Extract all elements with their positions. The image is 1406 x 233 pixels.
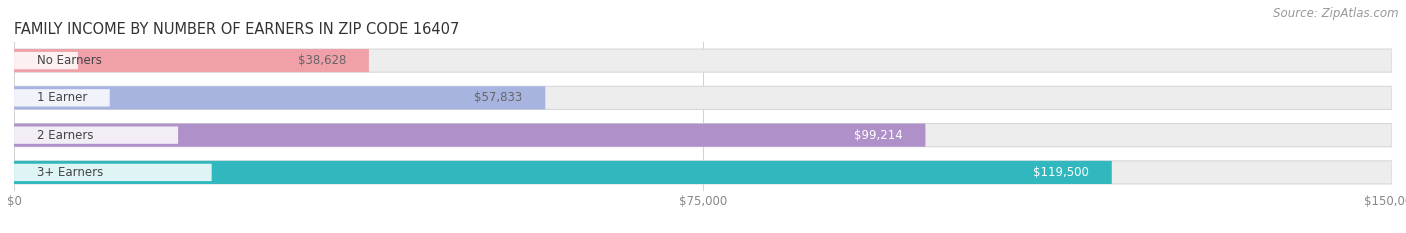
Text: 3+ Earners: 3+ Earners xyxy=(37,166,103,179)
FancyBboxPatch shape xyxy=(14,161,1112,184)
Text: 1 Earner: 1 Earner xyxy=(37,91,87,104)
FancyBboxPatch shape xyxy=(14,86,546,110)
Text: $119,500: $119,500 xyxy=(1033,166,1088,179)
FancyBboxPatch shape xyxy=(14,164,212,181)
Text: $57,833: $57,833 xyxy=(474,91,523,104)
Text: 2 Earners: 2 Earners xyxy=(37,129,94,142)
FancyBboxPatch shape xyxy=(14,49,1392,72)
FancyBboxPatch shape xyxy=(14,123,1392,147)
FancyBboxPatch shape xyxy=(14,52,77,69)
FancyBboxPatch shape xyxy=(14,123,925,147)
Text: $99,214: $99,214 xyxy=(853,129,903,142)
FancyBboxPatch shape xyxy=(14,127,179,144)
Text: $38,628: $38,628 xyxy=(298,54,346,67)
FancyBboxPatch shape xyxy=(14,49,368,72)
FancyBboxPatch shape xyxy=(14,86,1392,110)
Text: FAMILY INCOME BY NUMBER OF EARNERS IN ZIP CODE 16407: FAMILY INCOME BY NUMBER OF EARNERS IN ZI… xyxy=(14,22,460,37)
FancyBboxPatch shape xyxy=(14,161,1392,184)
Text: No Earners: No Earners xyxy=(37,54,101,67)
Text: Source: ZipAtlas.com: Source: ZipAtlas.com xyxy=(1274,7,1399,20)
FancyBboxPatch shape xyxy=(14,89,110,106)
